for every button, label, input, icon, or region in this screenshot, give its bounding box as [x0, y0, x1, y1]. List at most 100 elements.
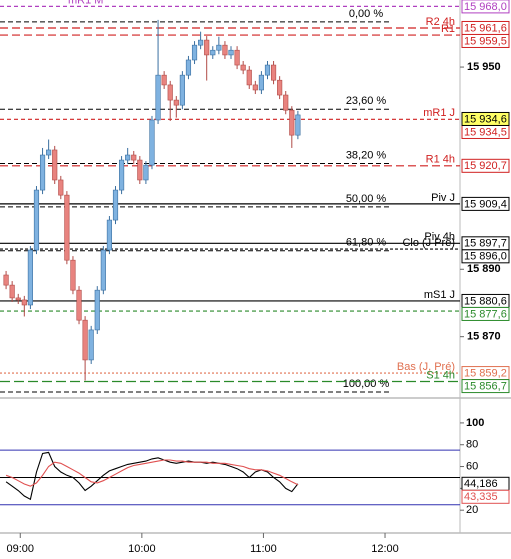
fib-label: 50,00 %: [346, 193, 387, 205]
price-label: 15 877,6: [464, 308, 507, 320]
candle-body: [258, 74, 264, 91]
price-label-box: [461, 196, 510, 211]
price-label: 15 961,6: [464, 22, 507, 34]
candle-body: [283, 94, 289, 111]
price-label-box: [461, 158, 510, 173]
price-label-box: [461, 111, 510, 126]
candle-body: [149, 119, 155, 166]
price-label: 15 934,6: [464, 113, 507, 125]
fib-label: 0,00 %: [349, 8, 383, 20]
candle-body: [228, 49, 234, 56]
candle-body: [155, 74, 161, 121]
candle-body: [82, 319, 88, 361]
price-label-box: [461, 306, 510, 321]
candle-body: [167, 84, 173, 101]
candle-body: [204, 39, 210, 56]
level-name: Piv 4h: [424, 231, 455, 243]
candle-body: [52, 149, 58, 181]
candle-body: [264, 64, 271, 76]
x-tick-label: 11:00: [250, 543, 277, 555]
candle-body: [46, 149, 52, 156]
candle-body: [137, 159, 143, 181]
price-label-box: [461, 489, 510, 504]
candle-body: [240, 64, 246, 71]
candle-body: [222, 44, 228, 56]
candle-body: [185, 59, 192, 76]
candle-body: [9, 284, 15, 299]
candle-body: [179, 74, 185, 106]
y-tick-label: 20: [466, 504, 478, 516]
price-label: 15 856,7: [464, 380, 507, 392]
candle-body: [198, 39, 204, 46]
candle-body: [143, 164, 149, 181]
price-label: 15 896,0: [464, 251, 507, 263]
candle-body: [27, 249, 33, 306]
price-label-box: [461, 249, 510, 264]
candle-body: [88, 329, 94, 361]
y-tick-label: 15 950: [467, 61, 501, 73]
fib-label: 100,00 %: [343, 378, 390, 390]
level-name: R2 4h: [426, 16, 455, 28]
candle-body: [246, 69, 252, 86]
fib-label: 61,80 %: [346, 237, 387, 249]
candle-body: [289, 109, 295, 136]
x-tick-label: 10:00: [128, 543, 156, 555]
candle-body: [216, 44, 222, 51]
candle-body: [64, 194, 70, 261]
y-tick-label: 15 890: [467, 263, 501, 275]
candle-body: [3, 274, 9, 286]
candle-body: [125, 154, 131, 161]
candle-body: [210, 49, 216, 56]
price-label: 15 897,7: [464, 238, 507, 250]
candle-body: [295, 114, 301, 136]
price-label: 15 909,4: [464, 198, 507, 210]
candle-body: [15, 297, 21, 301]
fib-label: 23,60 %: [346, 95, 387, 107]
candle-body: [33, 189, 40, 251]
x-tick-label: 12:00: [371, 543, 399, 555]
candle-body: [119, 159, 125, 191]
candle-body: [76, 289, 82, 321]
level-name: mR1 M: [68, 0, 103, 6]
level-name: R1: [441, 23, 455, 35]
y-tick-label: 60: [466, 460, 478, 472]
indicator-line: [5, 451, 299, 501]
candle-body: [21, 299, 27, 306]
price-label: 15 934,5: [464, 126, 507, 138]
level-name: R1 4h: [426, 154, 455, 166]
candle-body: [131, 154, 137, 161]
candle-body: [191, 44, 198, 61]
price-label-box: [461, 0, 510, 14]
candle-body: [234, 49, 240, 66]
level-name: mR1 J: [423, 107, 455, 119]
candle-body: [112, 189, 119, 221]
candle-body: [270, 64, 277, 81]
candle-body: [94, 289, 100, 331]
y-tick-label: 80: [466, 439, 478, 451]
y-tick-label: 100: [466, 417, 484, 429]
candle-body: [161, 74, 167, 86]
price-label: 15 959,5: [464, 35, 507, 47]
price-label: 43,335: [464, 491, 498, 503]
candle-body: [100, 249, 106, 291]
price-label: 15 859,2: [464, 367, 507, 379]
candle-body: [106, 219, 113, 251]
price-label: 44,186: [464, 478, 498, 490]
candle-body: [70, 259, 76, 291]
price-label-box: [461, 33, 510, 48]
candle-body: [39, 154, 46, 191]
candle-body: [252, 84, 258, 91]
price-label: 15 880,6: [464, 295, 507, 307]
candle-body: [58, 179, 64, 196]
level-name: Piv J: [431, 192, 455, 204]
level-name: Clo (J Pré): [402, 237, 455, 249]
price-label: 15 920,7: [464, 160, 507, 172]
indicator-line: [5, 459, 299, 487]
x-tick-label: 09:00: [6, 543, 34, 555]
price-label: 15 968,0: [464, 1, 507, 13]
candle-body: [173, 99, 179, 106]
fib-label: 38,20 %: [346, 149, 387, 161]
level-name: Bas (J, Pré): [397, 361, 455, 373]
y-tick-label: 15 870: [467, 331, 501, 343]
